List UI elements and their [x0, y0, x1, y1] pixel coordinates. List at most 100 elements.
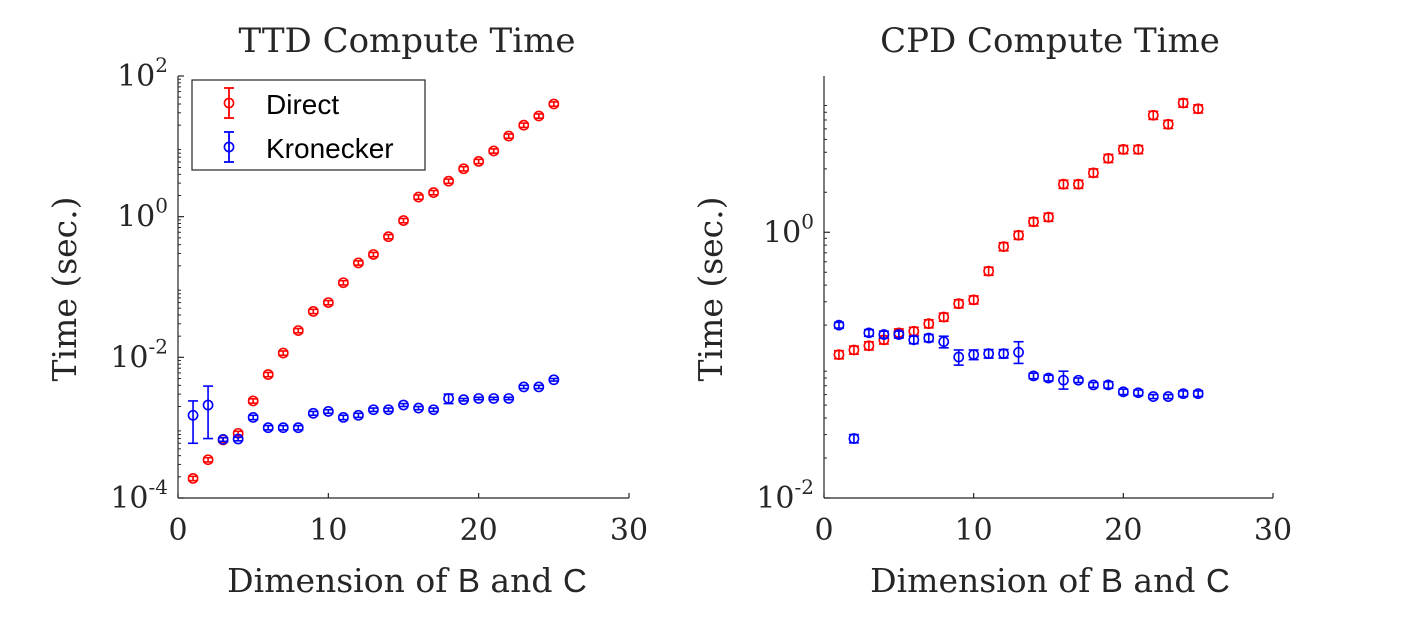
direct-point	[1117, 144, 1129, 155]
direct-point	[503, 130, 515, 142]
direct-point	[307, 305, 319, 317]
x-axis-label-var-c: C	[1206, 562, 1230, 599]
chart-title: TTD Compute Time	[239, 21, 576, 61]
kronecker-point	[983, 348, 995, 360]
direct-point	[352, 257, 364, 269]
y-tick-label-exponent: 0	[801, 209, 814, 233]
legend-box	[191, 79, 426, 171]
direct-point	[1013, 229, 1024, 241]
direct-point	[1028, 216, 1039, 228]
y-tick-label-exponent: 0	[155, 194, 168, 218]
direct-point	[1088, 167, 1099, 179]
direct-point	[202, 454, 214, 466]
direct-point	[383, 231, 394, 243]
x-tick-label: 10	[309, 513, 347, 548]
direct-point	[833, 349, 845, 361]
direct-point	[488, 145, 500, 157]
direct-point	[337, 277, 349, 289]
direct-point	[413, 191, 424, 203]
plot-marks	[833, 97, 1204, 444]
x-axis-label-part: Dimension of	[227, 561, 458, 600]
x-axis-label-var-b: B	[1101, 562, 1123, 599]
kronecker-point	[202, 399, 214, 411]
kronecker-point	[548, 374, 560, 386]
kronecker-point	[277, 422, 289, 434]
kronecker-point	[428, 404, 439, 416]
kronecker-point	[998, 348, 1009, 360]
kronecker-point	[217, 434, 229, 445]
kronecker-point	[368, 404, 379, 416]
y-tick-label-exponent: -4	[149, 475, 168, 499]
kronecker-point	[1192, 388, 1204, 400]
y-tick-label: 10-4	[110, 475, 168, 516]
direct-point	[1162, 118, 1174, 130]
kronecker-point	[1058, 374, 1069, 386]
kronecker-point	[848, 433, 860, 444]
legend-label-direct: Direct	[266, 89, 339, 120]
kronecker-point	[908, 334, 920, 346]
kronecker-point	[187, 409, 199, 421]
x-tick-label: 20	[1104, 513, 1142, 548]
kronecker-point	[1013, 346, 1024, 358]
kronecker-point	[398, 399, 409, 411]
direct-point	[428, 187, 439, 198]
y-tick-label: 102	[117, 53, 168, 94]
x-tick-label: 20	[460, 513, 498, 548]
legend: Direct Kronecker	[191, 79, 426, 171]
plot-marks	[187, 98, 560, 484]
y-tick-label-base: 10	[110, 481, 148, 516]
kronecker-point	[473, 393, 485, 404]
x-axis-label-var-c: C	[563, 562, 587, 599]
kronecker-point	[413, 402, 424, 414]
direct-point	[1102, 152, 1114, 164]
kronecker-point	[833, 319, 845, 331]
kronecker-point	[232, 433, 244, 445]
kronecker-point	[938, 336, 950, 348]
kronecker-point	[247, 411, 259, 423]
x-tick-label: 10	[955, 513, 993, 548]
y-tick-label-base: 10	[117, 200, 155, 235]
cpd-chart: CPD Compute Time Time (sec.) Dimension o…	[691, 21, 1292, 600]
direct-point	[998, 241, 1009, 253]
direct-point	[368, 249, 379, 260]
kronecker-point	[1177, 388, 1189, 400]
y-tick-label-base: 10	[110, 340, 148, 375]
kronecker-point	[863, 327, 875, 339]
direct-point	[533, 110, 545, 122]
legend-marker-direct	[223, 87, 235, 119]
kronecker-point	[953, 351, 965, 363]
y-axis-label: Time (sec.)	[691, 196, 730, 381]
kronecker-point	[262, 422, 274, 434]
kronecker-point	[1102, 379, 1114, 391]
chart-title: CPD Compute Time	[880, 21, 1220, 61]
direct-point	[518, 119, 530, 131]
kronecker-point	[893, 329, 905, 340]
y-tick-label-base: 10	[763, 215, 801, 250]
kronecker-point	[878, 329, 890, 340]
y-tick-label-base: 10	[756, 481, 794, 516]
direct-point	[968, 294, 980, 306]
x-axis-label: Dimension of B and C	[870, 561, 1230, 600]
kronecker-point	[968, 349, 980, 361]
x-axis-label-part: and	[480, 561, 563, 600]
y-tick-label: 100	[763, 209, 814, 250]
y-tick-label-base: 10	[117, 59, 155, 94]
kronecker-point	[1028, 370, 1039, 382]
legend-label-kronecker: Kronecker	[266, 133, 394, 164]
kronecker-point	[1043, 372, 1054, 384]
direct-point	[398, 215, 409, 226]
direct-point	[443, 175, 454, 187]
kronecker-point	[1147, 391, 1159, 402]
direct-point	[983, 265, 995, 277]
direct-point	[322, 297, 334, 309]
y-tick-label: 10-2	[756, 475, 814, 516]
kronecker-point	[923, 332, 935, 344]
direct-point	[548, 98, 560, 110]
direct-point	[458, 163, 470, 175]
direct-point	[953, 298, 965, 310]
x-axis-label-part: Dimension of	[870, 561, 1101, 600]
direct-point	[1058, 178, 1069, 190]
kronecker-point	[533, 381, 545, 393]
y-axis-label: Time (sec.)	[45, 196, 84, 381]
